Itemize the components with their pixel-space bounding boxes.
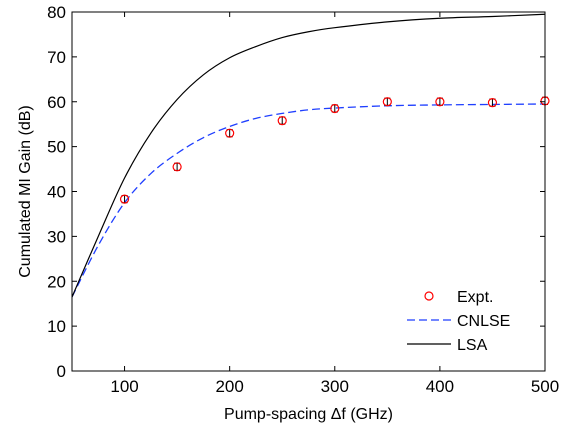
y-tick-label: 60 bbox=[47, 93, 66, 112]
y-tick-label: 80 bbox=[47, 3, 66, 22]
legend-entry: LSA bbox=[407, 337, 488, 354]
expt-marker bbox=[277, 115, 287, 126]
expt-marker bbox=[119, 194, 130, 204]
x-axis-label: Pump-spacing Δf (GHz) bbox=[224, 406, 393, 423]
y-tick-label: 50 bbox=[47, 138, 66, 157]
expt-marker bbox=[487, 98, 498, 108]
data-point bbox=[382, 97, 392, 107]
data-point bbox=[435, 97, 445, 107]
expt-marker bbox=[435, 97, 445, 107]
y-tick-label: 70 bbox=[47, 48, 66, 67]
legend: Expt. CNLSE LSA bbox=[407, 289, 510, 354]
expt-marker bbox=[330, 103, 340, 114]
data-point bbox=[225, 128, 235, 138]
data-point bbox=[487, 98, 498, 108]
legend-label: CNLSE bbox=[457, 313, 510, 330]
x-tick-label: 300 bbox=[321, 377, 349, 396]
data-point bbox=[172, 162, 182, 172]
y-tick-label: 20 bbox=[47, 272, 66, 291]
data-point bbox=[330, 103, 340, 114]
expt-marker bbox=[382, 97, 392, 107]
y-tick-label: 0 bbox=[57, 362, 66, 381]
y-tick-label: 30 bbox=[47, 227, 66, 246]
legend-label: Expt. bbox=[457, 289, 493, 306]
legend-entry: Expt. bbox=[424, 289, 493, 306]
series-line-cnlse bbox=[72, 103, 545, 298]
y-axis-label: Cumulated MI Gain (dB) bbox=[17, 105, 34, 278]
axes: 100 200 300 400 500 0 10 20 30 40 50 60 70 80 bbox=[47, 3, 559, 396]
x-tick-label: 200 bbox=[215, 377, 243, 396]
x-tick-label: 400 bbox=[426, 377, 454, 396]
y-tick-label: 10 bbox=[47, 317, 66, 336]
data-point bbox=[119, 194, 130, 204]
legend-label: LSA bbox=[457, 337, 488, 354]
x-tick-label: 500 bbox=[531, 377, 559, 396]
plot-area bbox=[72, 13, 550, 298]
y-tick-label: 40 bbox=[47, 183, 66, 202]
data-point bbox=[277, 115, 287, 126]
legend-entry: CNLSE bbox=[407, 313, 510, 330]
expt-marker bbox=[225, 128, 235, 138]
x-tick-label: 100 bbox=[110, 377, 138, 396]
expt-marker bbox=[172, 162, 182, 172]
legend-marker bbox=[424, 291, 434, 301]
series-line-lsa bbox=[72, 13, 545, 298]
